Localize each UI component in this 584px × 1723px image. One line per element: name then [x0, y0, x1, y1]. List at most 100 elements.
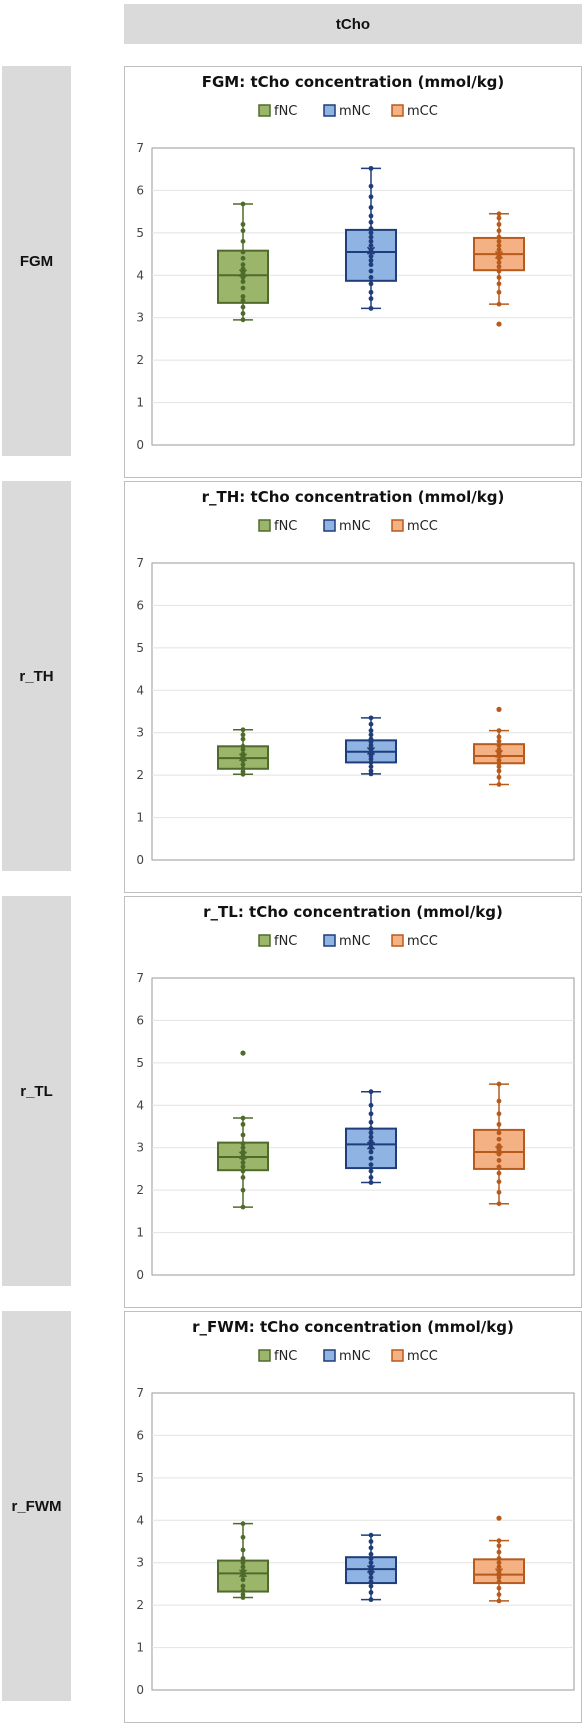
data-point	[368, 721, 374, 727]
data-point	[368, 768, 374, 774]
data-point	[496, 1560, 502, 1566]
legend-label-fnc: fNC	[274, 934, 297, 949]
data-point	[240, 1560, 246, 1566]
data-point	[368, 275, 374, 280]
data-point	[496, 215, 502, 221]
data-point	[496, 1549, 502, 1555]
data-point	[496, 1111, 502, 1117]
legend-swatch-mcc	[391, 1349, 404, 1362]
data-point	[240, 1132, 246, 1138]
data-point	[368, 1130, 374, 1136]
data-point	[368, 736, 374, 742]
legend-label-mcc: mCC	[407, 104, 438, 119]
data-point	[496, 1130, 502, 1136]
data-point	[496, 751, 502, 757]
data-point	[368, 1556, 374, 1561]
data-point	[368, 1155, 374, 1161]
data-point	[496, 1579, 502, 1585]
row-label-text: FGM	[19, 252, 54, 270]
data-point	[496, 281, 502, 287]
data-point	[496, 301, 502, 307]
data-point	[240, 747, 246, 753]
chart-title: r_FWM: tCho concentration (mmol/kg)	[192, 1318, 514, 1336]
data-point	[496, 1121, 502, 1127]
data-point	[368, 1583, 374, 1589]
chart-title: r_TH: tCho concentration (mmol/kg)	[202, 488, 505, 506]
data-point	[496, 234, 502, 240]
data-point	[368, 165, 374, 171]
data-point	[240, 766, 246, 772]
chart-panel-r-th: r_TH: tCho concentration (mmol/kg) fNC mNC…	[124, 481, 582, 893]
chart-title: r_TL: tCho concentration (mmol/kg)	[203, 903, 503, 921]
data-point	[240, 285, 246, 291]
data-point	[496, 1158, 502, 1163]
data-point	[368, 1545, 374, 1551]
y-tick-label: 6	[136, 183, 144, 197]
data-point	[496, 1543, 502, 1549]
data-point	[496, 1592, 502, 1597]
chart-svg: FGM: tCho concentration (mmol/kg) fNC mNC m…	[124, 66, 582, 478]
data-point	[368, 1180, 374, 1185]
data-point	[368, 296, 374, 302]
data-point	[368, 1089, 374, 1095]
y-tick-label: 7	[136, 556, 144, 570]
data-point	[496, 221, 502, 227]
y-tick-label: 2	[136, 1183, 144, 1197]
data-point	[496, 268, 502, 274]
boxplot-fnc	[217, 1521, 269, 1600]
y-tick-label: 2	[136, 768, 144, 782]
chart-panel-r-fwm: r_FWM: tCho concentration (mmol/kg) fNC mN…	[124, 1311, 582, 1723]
y-tick-label: 6	[136, 598, 144, 612]
data-point	[240, 1115, 246, 1121]
data-point	[368, 1590, 374, 1595]
data-point	[496, 1556, 502, 1561]
y-tick-label: 4	[136, 1098, 144, 1112]
outlier-point	[240, 1050, 246, 1056]
data-point	[496, 738, 502, 744]
data-point	[496, 774, 502, 780]
data-point	[496, 1147, 502, 1153]
data-point	[240, 1121, 246, 1127]
chart-svg: r_TL: tCho concentration (mmol/kg) fNC mNC…	[124, 896, 582, 1308]
y-tick-label: 1	[136, 1641, 144, 1655]
data-point	[496, 728, 502, 733]
data-point	[496, 264, 502, 270]
chart-frame	[124, 1311, 582, 1723]
data-point	[368, 183, 374, 189]
data-point	[368, 226, 374, 232]
data-point	[240, 279, 246, 285]
y-tick-label: 4	[136, 1513, 144, 1527]
data-point	[368, 243, 374, 248]
data-point	[240, 1204, 246, 1210]
y-tick-label: 2	[136, 353, 144, 367]
legend-swatch-fnc	[258, 519, 271, 532]
data-point	[240, 1534, 246, 1540]
data-point	[368, 219, 374, 225]
data-point	[368, 764, 374, 770]
data-point	[240, 201, 246, 207]
data-point	[496, 1201, 502, 1207]
data-point	[368, 247, 374, 253]
outlier-point	[496, 1515, 502, 1521]
data-point	[496, 1568, 502, 1574]
data-point	[368, 1579, 374, 1585]
boxplot-mcc	[473, 1081, 525, 1207]
data-point	[496, 1164, 502, 1170]
data-point	[496, 238, 502, 244]
data-point	[368, 1126, 374, 1132]
data-point	[240, 736, 246, 742]
boxplot-mcc	[473, 706, 525, 787]
data-point	[368, 205, 374, 210]
data-point	[240, 304, 246, 310]
data-point	[496, 782, 502, 787]
legend-swatch-mnc	[323, 1349, 336, 1362]
data-point	[240, 762, 246, 767]
data-point	[368, 230, 374, 236]
chart-panel-fgm: FGM: tCho concentration (mmol/kg) fNC mNC m…	[124, 66, 582, 478]
plot-area	[151, 562, 575, 861]
data-point	[240, 1164, 246, 1170]
data-point	[240, 1160, 246, 1165]
y-tick-label: 1	[136, 1226, 144, 1240]
data-point	[496, 243, 502, 248]
data-point	[368, 213, 374, 219]
